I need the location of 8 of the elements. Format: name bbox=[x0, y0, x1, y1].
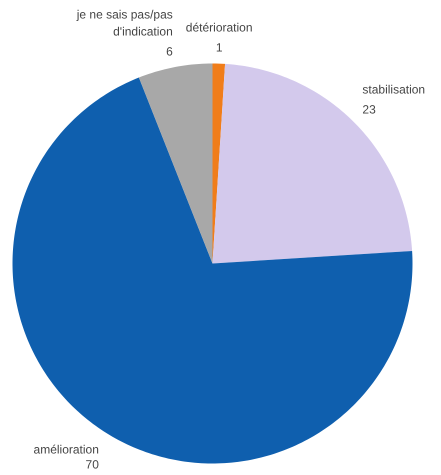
data-label: 23 bbox=[362, 102, 376, 117]
data-label: 70 bbox=[86, 458, 100, 472]
slice-label: je ne sais pas/pas d'indication bbox=[76, 7, 173, 38]
slice-label: stabilisation bbox=[362, 82, 426, 97]
slice-label: amélioration bbox=[34, 442, 99, 456]
data-label: 1 bbox=[216, 40, 223, 55]
data-label: 6 bbox=[166, 44, 174, 58]
slice-label: détérioration bbox=[186, 20, 253, 35]
